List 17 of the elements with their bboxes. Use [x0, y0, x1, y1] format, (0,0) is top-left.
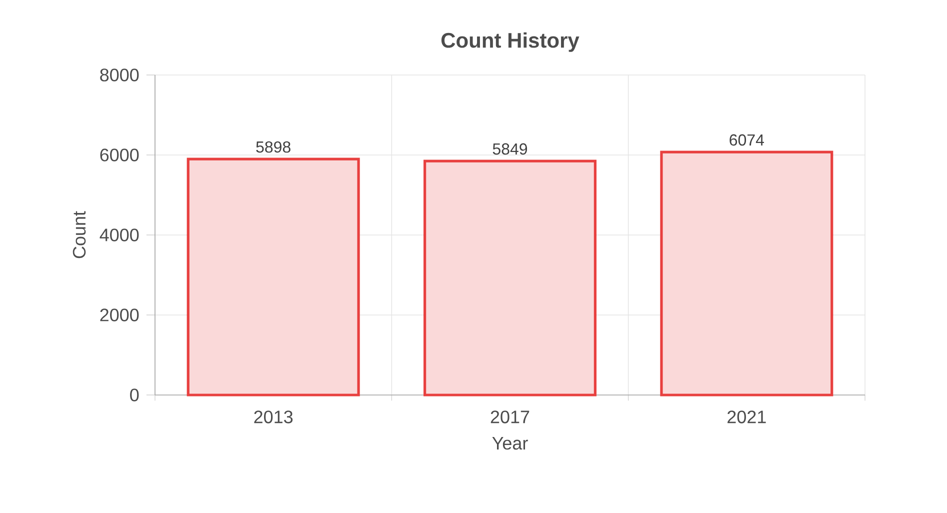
bar	[186, 158, 360, 396]
data-label: 5849	[492, 143, 528, 155]
y-tick-label: 2000	[100, 308, 139, 322]
y-axis-title: Count	[72, 211, 86, 258]
x-tick-label: 2017	[490, 410, 530, 424]
y-tick-label: 8000	[100, 68, 139, 82]
chart-title: Count History	[441, 32, 580, 52]
data-label: 6074	[730, 134, 764, 146]
x-tick-label: 2013	[254, 410, 293, 424]
bar	[660, 150, 834, 396]
y-tick-label: 0	[130, 388, 139, 402]
y-tick-label: 4000	[100, 228, 139, 242]
y-tick-label: 6000	[100, 148, 139, 162]
x-axis-title: Year	[492, 437, 528, 450]
data-label: 5898	[256, 141, 290, 153]
x-tick-label: 2021	[728, 410, 766, 424]
bar	[424, 160, 596, 396]
